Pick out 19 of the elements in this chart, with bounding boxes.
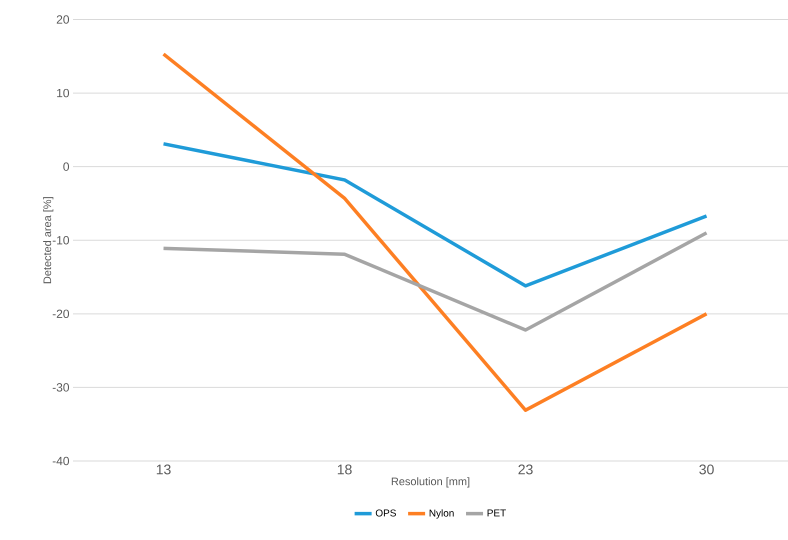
legend-label: Nylon xyxy=(430,509,454,519)
line-series xyxy=(162,142,708,288)
x-tick-label: 30 xyxy=(699,464,714,474)
y-tick-label: -30 xyxy=(52,383,70,392)
legend-label: PET xyxy=(488,510,506,516)
y-tick-label: -10 xyxy=(52,236,70,244)
x-tick-label: 23 xyxy=(518,464,533,474)
legend-label: OPS xyxy=(376,509,396,517)
line-series xyxy=(162,231,708,332)
y-axis-title: Detected area [%] xyxy=(43,197,54,284)
y-tick-label: 0 xyxy=(63,162,70,171)
line-series xyxy=(162,52,708,412)
y-tick-label: 20 xyxy=(56,15,70,24)
x-tick-label: 18 xyxy=(338,464,352,474)
y-tick-label: -40 xyxy=(52,456,70,466)
x-axis-title: Resolution [mm] xyxy=(392,477,470,488)
y-tick-label: 10 xyxy=(57,88,70,98)
y-tick-label: -20 xyxy=(52,310,70,318)
x-tick-label: 13 xyxy=(156,464,171,474)
